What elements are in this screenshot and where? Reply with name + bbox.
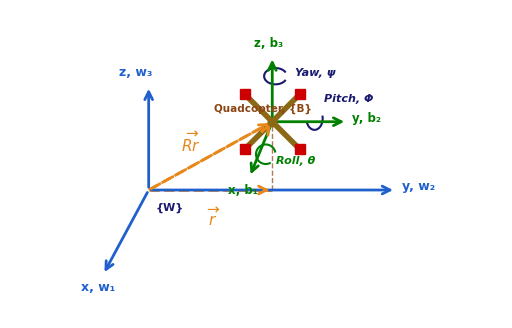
Text: $\overrightarrow{r}$: $\overrightarrow{r}$ xyxy=(207,206,220,229)
Text: Roll, θ: Roll, θ xyxy=(275,156,315,166)
Text: x, b₁: x, b₁ xyxy=(228,183,258,196)
Text: {W}: {W} xyxy=(155,203,183,213)
Text: z, w₃: z, w₃ xyxy=(119,67,153,79)
Text: Pitch, Φ: Pitch, Φ xyxy=(324,94,374,104)
Text: y, b₂: y, b₂ xyxy=(352,112,380,125)
Text: $\overrightarrow{Rr}$: $\overrightarrow{Rr}$ xyxy=(181,131,201,155)
Text: Quadcopter, {B}: Quadcopter, {B} xyxy=(214,104,312,114)
Text: y, w₂: y, w₂ xyxy=(402,180,436,193)
Text: Yaw, ψ: Yaw, ψ xyxy=(295,68,336,78)
Text: z, b₃: z, b₃ xyxy=(254,37,284,50)
Text: x, w₁: x, w₁ xyxy=(81,281,115,294)
